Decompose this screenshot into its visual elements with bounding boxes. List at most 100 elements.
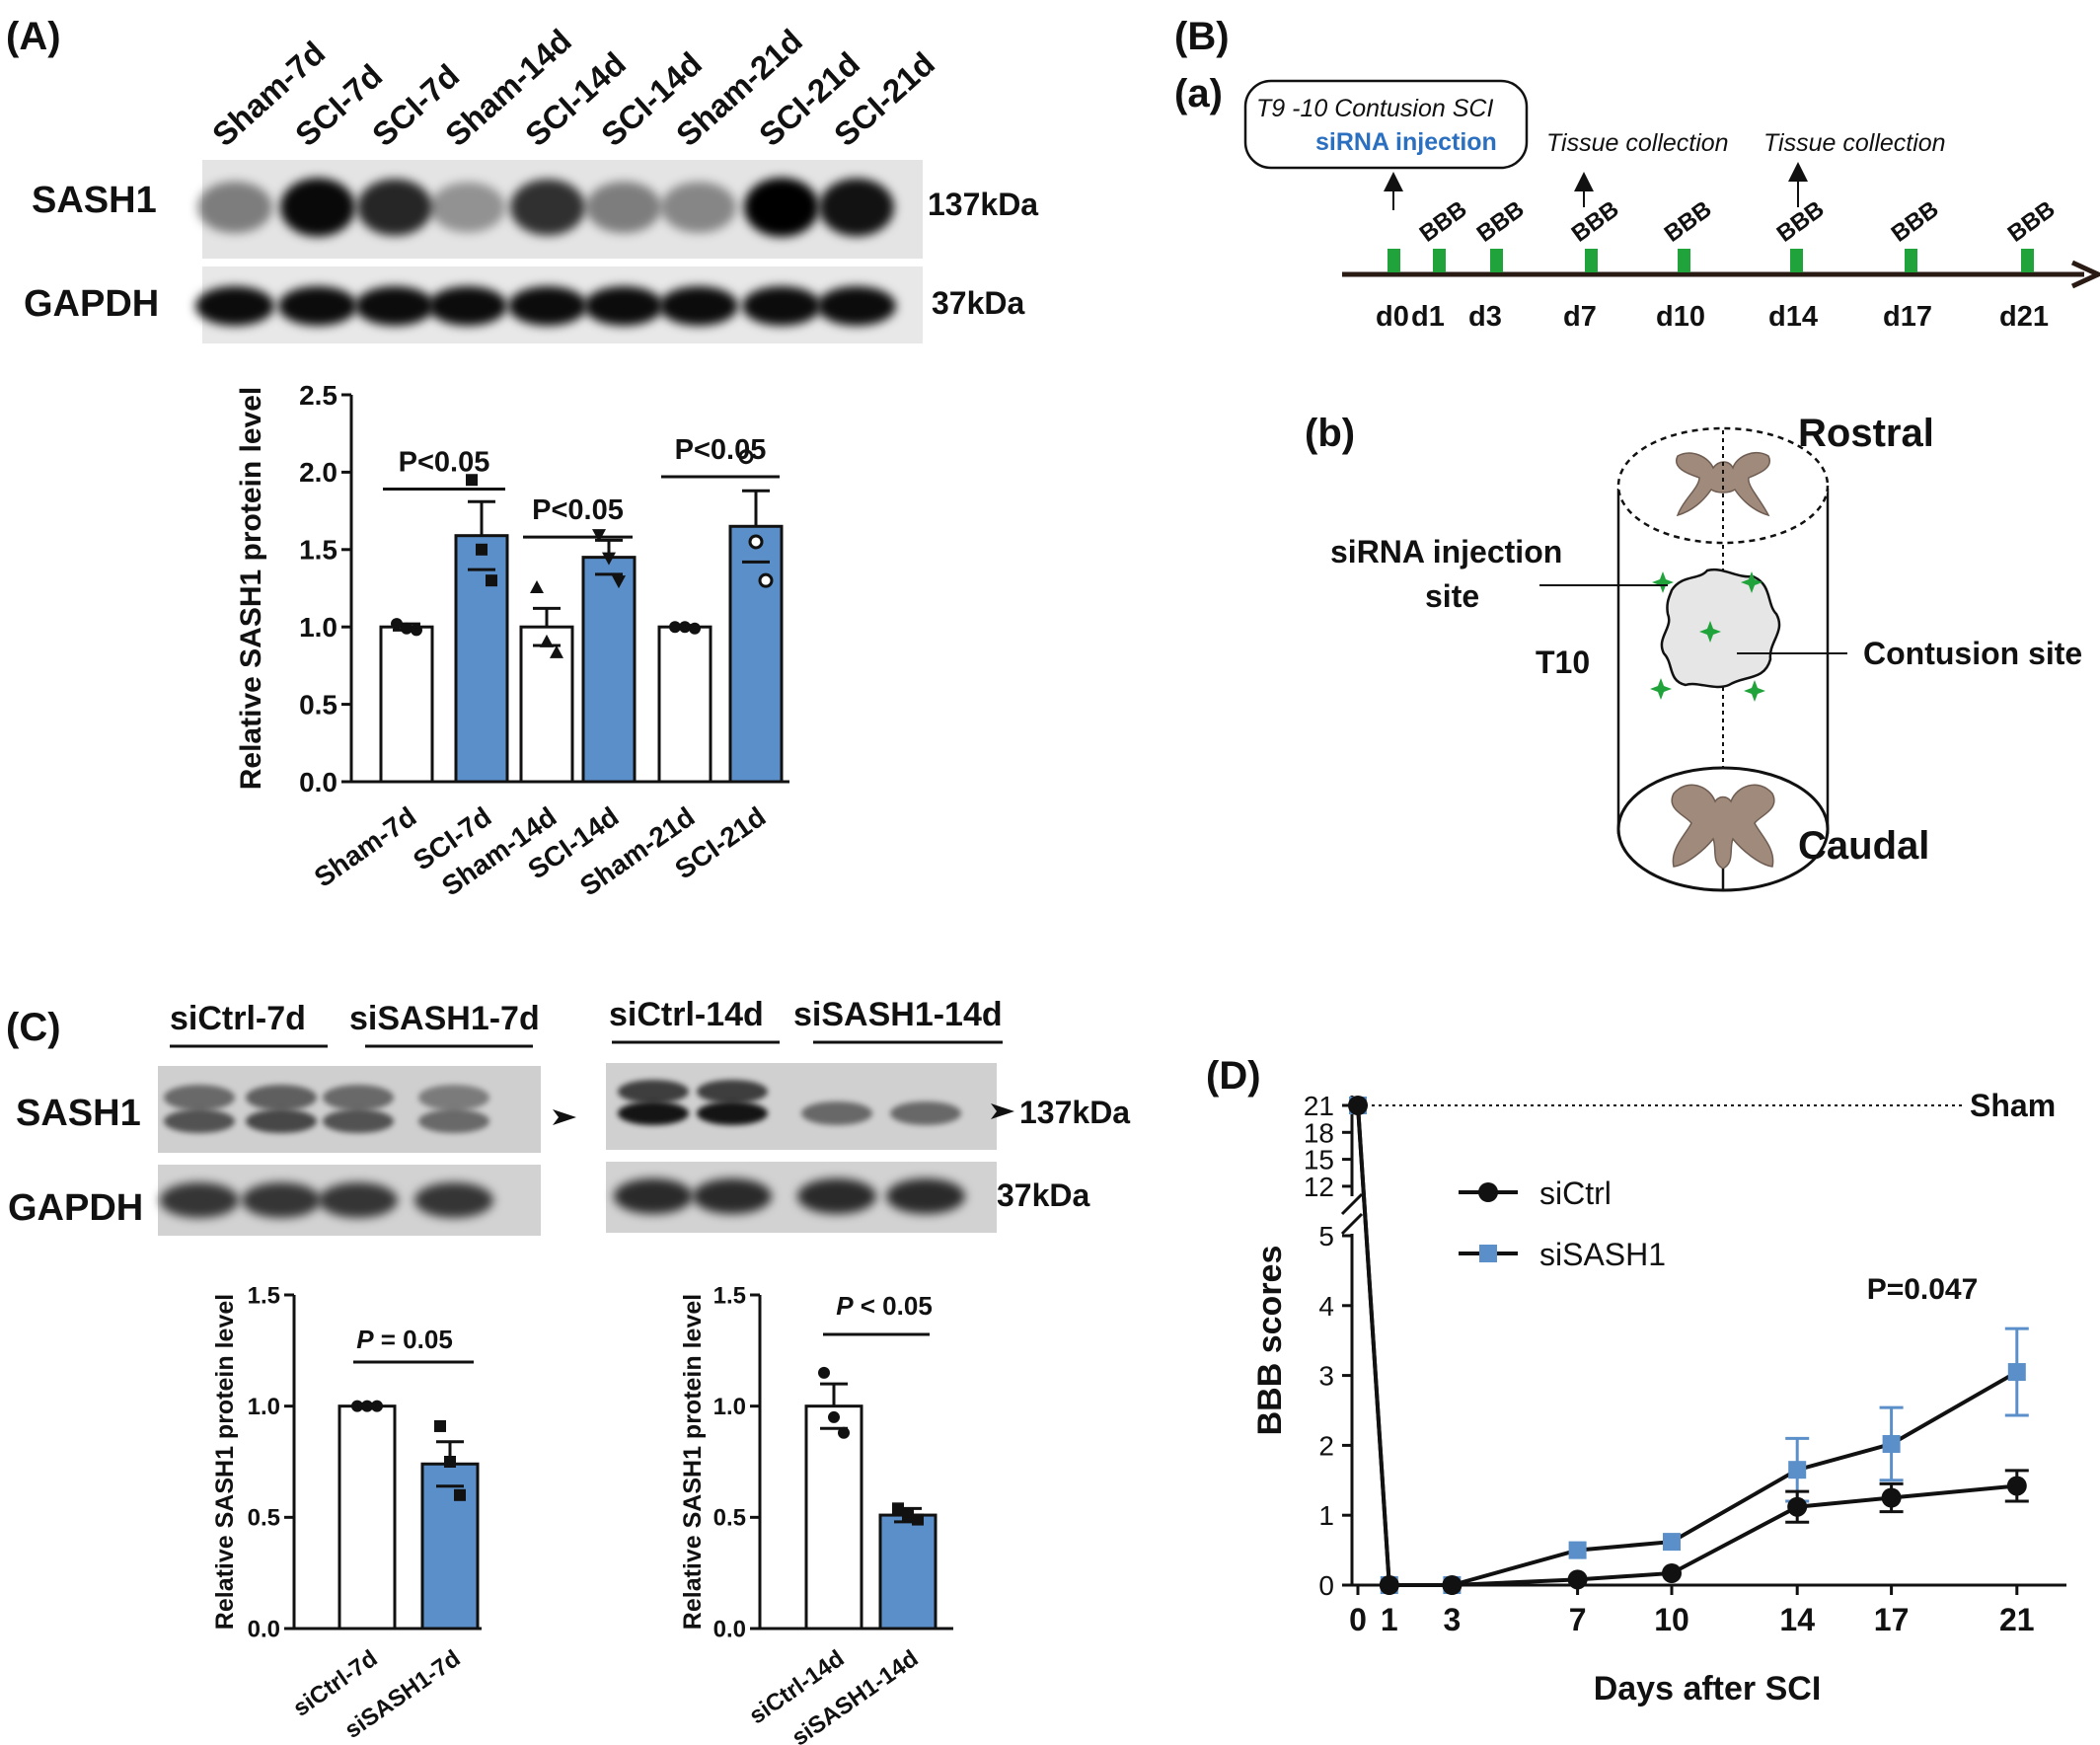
injection-box-title: T9 -10 Contusion SCI (1256, 95, 1493, 122)
y-tick-label: 12 (1304, 1172, 1334, 1202)
significance-label: P < 0.05 (836, 1291, 933, 1321)
blot-a-lane-labels: Sham-7dSCI-7dSCI-7dSham-14dSCI-14dSCI-14… (205, 22, 941, 153)
blot-a-kda-137: 137kDa (928, 187, 1038, 222)
series-line (1356, 1104, 2018, 1587)
y-tick-label: 2.5 (299, 380, 338, 411)
data-point (540, 634, 554, 647)
injection-star-icon (1744, 680, 1765, 702)
blot-band (744, 178, 819, 237)
blot-band (418, 1109, 489, 1133)
data-point (892, 1502, 904, 1515)
data-point (758, 572, 774, 588)
blot-c-group-sisash1-14d: siSASH1-14d (793, 996, 1003, 1033)
blot-band (697, 1101, 768, 1125)
label-contusion-site: Contusion site (1863, 636, 2082, 671)
y-tick-label: 1.5 (299, 535, 338, 566)
data-point (351, 1400, 363, 1412)
timeline-bbb-label: BBB (1887, 195, 1944, 247)
p-symbol: P (356, 1325, 374, 1354)
blot-band (246, 1109, 317, 1133)
blot-band (819, 178, 894, 237)
tissue-collection-2: Tissue collection (1763, 129, 1946, 157)
data-point (612, 575, 626, 589)
panel-label-a: (A) (6, 15, 61, 58)
x-tick-label: 14 (1779, 1602, 1815, 1637)
significance-label: P<0.05 (532, 494, 624, 526)
data-point (1348, 1096, 1368, 1115)
bar (804, 1404, 863, 1631)
timeline-day-label: d7 (1563, 301, 1597, 333)
y-tick-label: 5 (1318, 1221, 1334, 1252)
blot-band (890, 1101, 961, 1125)
y-tick-label: 1.5 (713, 1282, 746, 1309)
blot-band (797, 1178, 876, 1214)
data-point (476, 543, 488, 556)
label-caudal: Caudal (1798, 824, 1929, 868)
y-tick-label: 4 (1318, 1291, 1334, 1322)
blot-band (319, 1182, 398, 1218)
x-tick-label: 7 (1569, 1602, 1587, 1637)
y-tick-label: 1 (1318, 1500, 1334, 1531)
injection-star-icon (1699, 621, 1721, 643)
timeline-marker (2021, 249, 2034, 272)
y-tick-label: 0.5 (299, 689, 338, 720)
timeline-day-label: d3 (1468, 301, 1502, 333)
timeline-day-label: d17 (1883, 301, 1932, 333)
p-value: = 0.05 (374, 1325, 453, 1354)
data-point (550, 645, 563, 658)
bar (420, 1462, 480, 1631)
significance-label: P=0.047 (1867, 1273, 1979, 1306)
significance-label: P<0.05 (675, 434, 767, 466)
y-tick-label: 21 (1304, 1091, 1334, 1121)
series-line (1356, 1104, 2017, 1587)
blot-a-gapdh-bands (195, 286, 896, 326)
timeline-bbb-label: BBB (1567, 195, 1624, 247)
bar (338, 1404, 397, 1631)
blot-band (428, 286, 507, 326)
x-tick-label: 17 (1874, 1602, 1910, 1637)
blot-band (697, 1080, 768, 1103)
y-axis-label: Relative SASH1 protein level (679, 1294, 707, 1630)
blot-band (418, 1085, 489, 1110)
data-point (1663, 1533, 1681, 1552)
data-point (530, 580, 544, 593)
legend-marker-sisash1 (1479, 1245, 1497, 1262)
y-tick-label: 0 (1318, 1570, 1334, 1601)
blot-band (355, 286, 434, 326)
blot-c-group-sisash1-7d: siSASH1-7d (349, 1000, 540, 1037)
blot-band (661, 182, 736, 233)
label-t10: T10 (1536, 645, 1590, 680)
y-tick-label: 1.0 (299, 612, 338, 643)
data-point (401, 622, 412, 635)
legend-label-sisash1: siSASH1 (1539, 1237, 1666, 1272)
y-tick-label: 15 (1304, 1145, 1334, 1176)
timeline-bbb-label: BBB (1415, 195, 1472, 247)
data-point (444, 1456, 456, 1468)
timeline-day-label: d14 (1768, 301, 1818, 333)
legend-label-sictrl: siCtrl (1539, 1176, 1612, 1211)
data-point (1568, 1541, 1587, 1559)
data-point (486, 574, 497, 587)
blot-c-bands (160, 1080, 965, 1218)
axis-break-mark (1340, 1192, 1364, 1216)
y-axis-label: Relative SASH1 protein level (235, 387, 267, 791)
data-point (1567, 1569, 1588, 1590)
data-point (1788, 1461, 1807, 1479)
y-tick-label: 1.0 (713, 1394, 746, 1420)
blot-band (197, 181, 272, 234)
blot-band (508, 286, 587, 326)
blot-band (414, 1182, 493, 1218)
blot-band (618, 1101, 689, 1125)
data-point (1442, 1575, 1462, 1595)
blot-band (195, 286, 274, 326)
data-point (902, 1509, 914, 1522)
blot-band (278, 286, 357, 326)
x-axis-label: Days after SCI (1594, 1670, 1822, 1707)
timeline-bbb-label: BBB (1472, 195, 1530, 247)
sham-label: Sham (1970, 1088, 2056, 1123)
y-tick-label: 0.5 (713, 1505, 746, 1532)
rostral-gray-matter (1675, 452, 1771, 517)
timeline-marker (1433, 249, 1446, 272)
